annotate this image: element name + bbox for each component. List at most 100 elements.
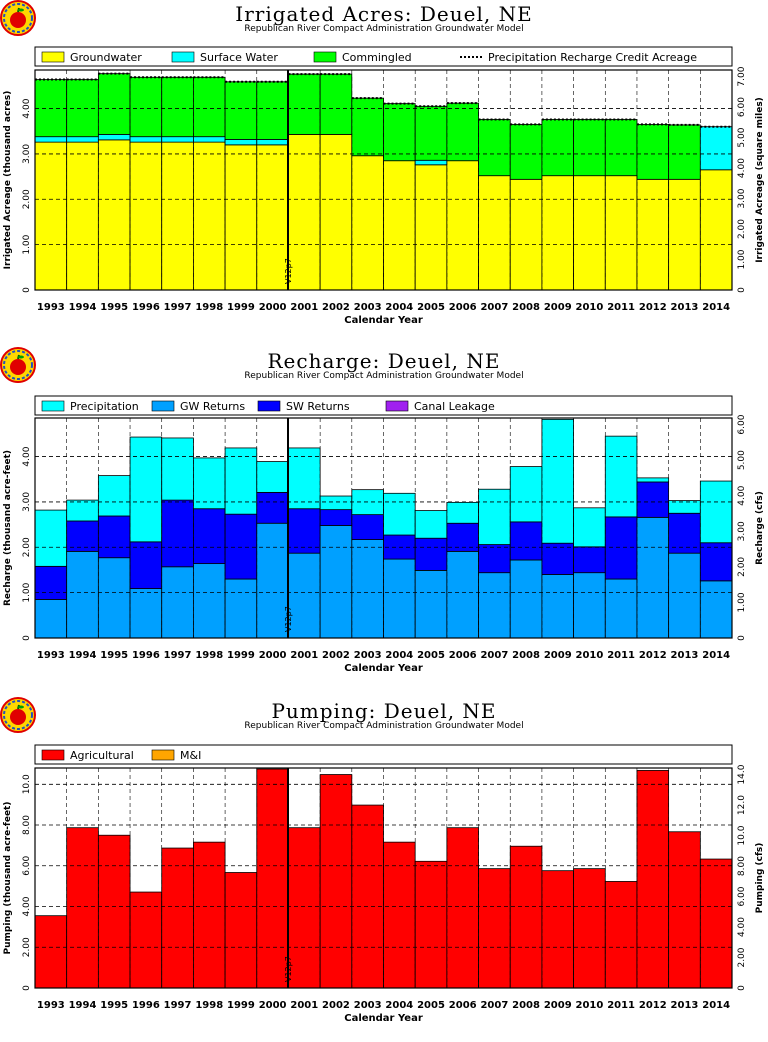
recharge-chart: Precipitation GW Returns SW Returns Canal L… xyxy=(3,395,765,674)
stack-segment xyxy=(604,516,638,580)
x-axis-title: Calendar Year xyxy=(344,663,423,674)
legend-label: Precipitation xyxy=(70,400,139,413)
y-right-tick-label: 2.00 xyxy=(737,557,747,577)
stack-segment xyxy=(541,542,574,575)
stack-segment xyxy=(699,480,733,544)
stack-segment xyxy=(636,481,670,518)
x-tick-label: 1998 xyxy=(195,650,223,661)
stack-segment xyxy=(224,139,258,146)
stack-segment xyxy=(351,514,384,540)
x-tick-label: 2001 xyxy=(290,1000,318,1011)
x-tick-label: 1993 xyxy=(37,650,65,661)
apple-logo-icon xyxy=(0,0,36,36)
stack-segment xyxy=(161,847,194,989)
x-tick-label: 2013 xyxy=(671,650,699,661)
stack-segment xyxy=(224,513,258,580)
stack-segment xyxy=(193,141,226,291)
stack-segment xyxy=(668,512,701,554)
legend-swatch xyxy=(385,400,409,412)
x-tick-label: 2004 xyxy=(385,650,413,661)
stack-segment xyxy=(541,175,574,291)
y-tick-label: 0 xyxy=(22,287,32,293)
stack-segment xyxy=(224,81,258,140)
pumping-panel: Pumping: Deuel, NE Republican River Comp… xyxy=(0,697,768,1042)
stack-segment xyxy=(414,164,448,291)
legend-label: SW Returns xyxy=(286,400,350,413)
stack-segment xyxy=(383,558,416,639)
y-right-tick-label: 8.00 xyxy=(737,856,747,876)
stack-segment xyxy=(129,541,163,589)
stack-segment xyxy=(414,570,448,639)
irrigated-acres-chart: Groundwater Surface Water Commingled Precip… xyxy=(3,46,765,326)
stack-segment xyxy=(256,139,289,146)
legend-swatch xyxy=(41,749,65,761)
stack-segment xyxy=(161,499,194,568)
stack-segment xyxy=(288,552,321,639)
stack-segment xyxy=(161,141,194,291)
x-tick-label: 1996 xyxy=(132,302,160,313)
stack-segment xyxy=(636,124,670,180)
x-tick-label: 2006 xyxy=(449,302,477,313)
stack-segment xyxy=(509,559,543,639)
stack-segment xyxy=(66,79,99,138)
stack-segment xyxy=(129,76,163,138)
stack-segment xyxy=(288,827,321,989)
y-tick-label: 4.00 xyxy=(22,446,32,466)
x-tick-label: 2013 xyxy=(671,302,699,313)
stack-segment xyxy=(446,550,479,639)
stack-segment xyxy=(319,134,353,291)
x-tick-label: 2003 xyxy=(354,1000,382,1011)
stack-segment xyxy=(573,507,606,548)
y-right-tick-label: 0 xyxy=(737,985,747,991)
x-tick-label: 2003 xyxy=(354,302,382,313)
stack-segment xyxy=(66,520,99,552)
stack-segment xyxy=(129,588,163,639)
stack-segment xyxy=(478,544,511,574)
x-tick-label: 1998 xyxy=(195,302,223,313)
y-right-tick-label: 1.00 xyxy=(737,592,747,612)
stack-segment xyxy=(509,466,543,523)
stack-segment xyxy=(478,175,511,291)
pumping-chart: Agricultural M&I V12p7 0 2.00 4.00 6.00 8.00 10.… xyxy=(3,744,765,1022)
legend-swatch xyxy=(313,51,337,63)
stack-segment xyxy=(604,881,638,989)
stack-segment xyxy=(193,563,226,639)
stack-segment xyxy=(351,804,384,989)
stack-segment xyxy=(288,447,321,510)
stack-segment xyxy=(636,477,670,483)
x-tick-label: 1998 xyxy=(195,1000,223,1011)
stack-segment xyxy=(34,141,68,291)
x-tick-label: 2007 xyxy=(480,650,508,661)
stack-segment xyxy=(319,73,353,135)
stack-segment xyxy=(414,860,448,989)
stack-segment xyxy=(573,546,606,574)
legend-label: M&I xyxy=(180,749,201,762)
stack-segment xyxy=(66,827,99,989)
y-right-tick-label: 7.00 xyxy=(737,66,747,86)
stack-segment xyxy=(699,580,733,639)
stack-segment xyxy=(66,499,99,522)
stack-segment xyxy=(636,770,670,989)
x-tick-label: 2011 xyxy=(607,302,635,313)
apple-logo-icon xyxy=(0,697,36,733)
stack-segment xyxy=(414,105,448,161)
legend-label: Agricultural xyxy=(70,749,134,762)
x-tick-label: 2011 xyxy=(607,650,635,661)
y-right-tick-label: 3.00 xyxy=(737,188,747,208)
legend-swatch xyxy=(171,51,195,63)
x-tick-label: 2005 xyxy=(417,1000,445,1011)
stack-segment xyxy=(351,539,384,639)
x-tick-label: 1996 xyxy=(132,1000,160,1011)
stack-segment xyxy=(161,76,194,138)
stack-segment xyxy=(193,136,226,143)
legend-box xyxy=(34,46,733,67)
stack-segment xyxy=(446,501,479,524)
y-right-tick-label: 4.00 xyxy=(737,485,747,505)
stack-segment xyxy=(573,119,606,177)
chart-subtitle: Republican River Compact Administration … xyxy=(244,371,524,381)
stack-segment xyxy=(34,565,68,600)
stack-segment xyxy=(414,537,448,571)
stack-segment xyxy=(224,578,258,639)
y-right-tick-label: 4.00 xyxy=(737,158,747,178)
stack-segment xyxy=(668,831,701,989)
